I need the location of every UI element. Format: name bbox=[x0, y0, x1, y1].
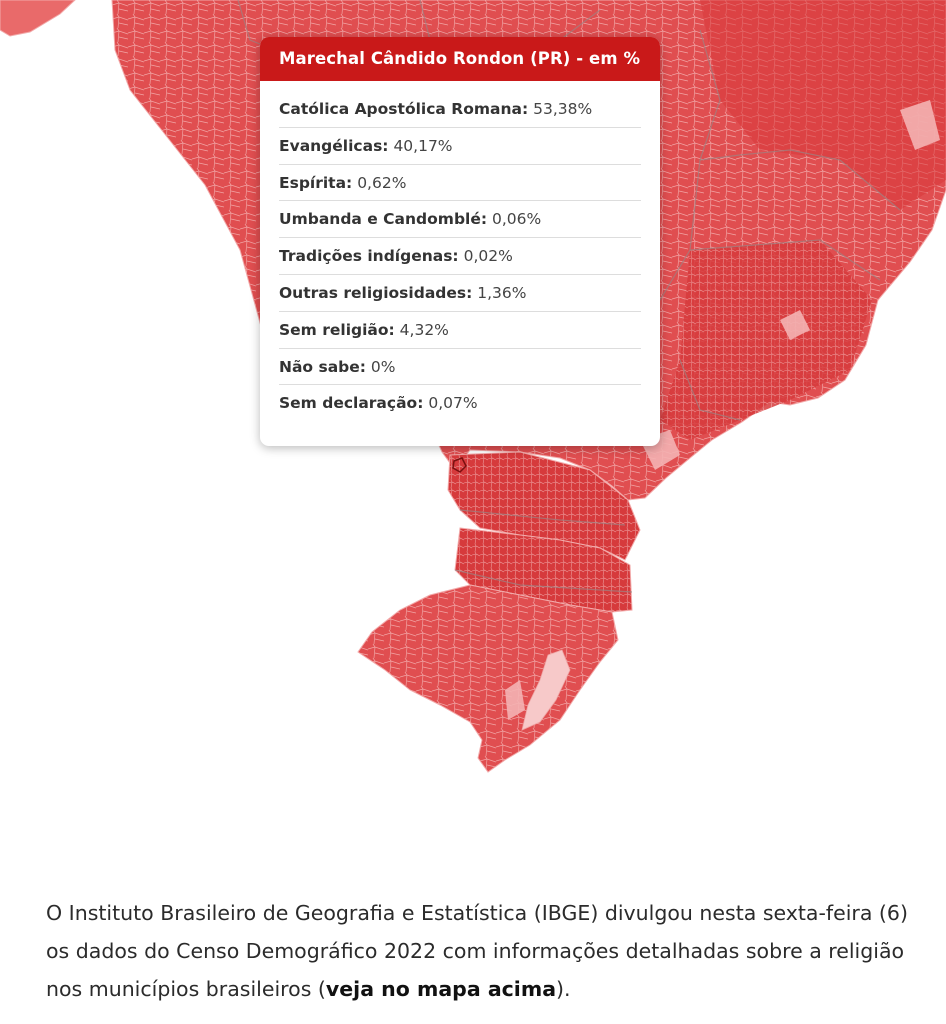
religion-map[interactable]: Marechal Cândido Rondon (PR) - em % Cató… bbox=[0, 0, 946, 800]
tooltip-row-label: Sem declaração: bbox=[279, 394, 424, 413]
lagoon-patos bbox=[521, 649, 571, 731]
tooltip-row-value: 40,17% bbox=[393, 136, 453, 155]
municipality-tooltip: Marechal Cândido Rondon (PR) - em % Cató… bbox=[260, 37, 660, 446]
article-text-after: ). bbox=[556, 977, 571, 1001]
region-santa-catarina[interactable] bbox=[454, 527, 633, 613]
tooltip-row-label: Católica Apostólica Romana: bbox=[279, 100, 529, 118]
region-southeast[interactable] bbox=[660, 240, 872, 440]
tooltip-row-label: Não sabe: bbox=[279, 357, 366, 376]
selected-municipality-marker[interactable] bbox=[452, 457, 467, 473]
tooltip-row-value: 0,07% bbox=[428, 394, 478, 413]
tooltip-row: Umbanda e Candomblé: 0,06% bbox=[279, 201, 641, 239]
tooltip-row: Sem declaração: 0,07% bbox=[279, 385, 641, 421]
tooltip-row-value: 1,36% bbox=[477, 283, 527, 302]
tooltip-row-label: Evangélicas: bbox=[279, 136, 389, 155]
tooltip-row-value: 0% bbox=[370, 357, 396, 376]
tooltip-row: Tradições indígenas: 0,02% bbox=[279, 238, 641, 275]
region-rio-grande-do-sul[interactable] bbox=[357, 584, 619, 773]
article-text-before: O Instituto Brasileiro de Geografia e Es… bbox=[46, 901, 908, 1001]
tooltip-row-label: Sem religião: bbox=[279, 320, 395, 339]
region-northwest-tip[interactable] bbox=[0, 0, 76, 37]
tooltip-row: Católica Apostólica Romana: 53,38% bbox=[279, 91, 641, 128]
tooltip-row: Sem religião: 4,32% bbox=[279, 312, 641, 349]
tooltip-row: Outras religiosidades: 1,36% bbox=[279, 275, 641, 312]
tooltip-row-value: 4,32% bbox=[399, 320, 449, 339]
tooltip-row-value: 0,06% bbox=[492, 210, 542, 229]
tooltip-rows: Católica Apostólica Romana: 53,38% Evangé… bbox=[260, 81, 660, 421]
tooltip-row-value: 53,38% bbox=[533, 100, 593, 118]
tooltip-row-value: 0,62% bbox=[357, 173, 407, 192]
region-northeast[interactable] bbox=[700, 0, 946, 210]
tooltip-row-label: Espírita: bbox=[279, 173, 353, 192]
article-paragraph: O Instituto Brasileiro de Geografia e Es… bbox=[46, 894, 926, 1008]
tooltip-row: Espírita: 0,62% bbox=[279, 165, 641, 202]
tooltip-row-label: Outras religiosidades: bbox=[279, 283, 473, 302]
article-map-reference: veja no mapa acima bbox=[325, 977, 557, 1001]
tooltip-row: Não sabe: 0% bbox=[279, 349, 641, 386]
tooltip-row: Evangélicas: 40,17% bbox=[279, 128, 641, 165]
tooltip-row-label: Umbanda e Candomblé: bbox=[279, 210, 488, 229]
tooltip-row-value: 0,02% bbox=[463, 247, 513, 266]
tooltip-title: Marechal Cândido Rondon (PR) - em % bbox=[260, 37, 660, 81]
tooltip-row-label: Tradições indígenas: bbox=[279, 247, 459, 266]
